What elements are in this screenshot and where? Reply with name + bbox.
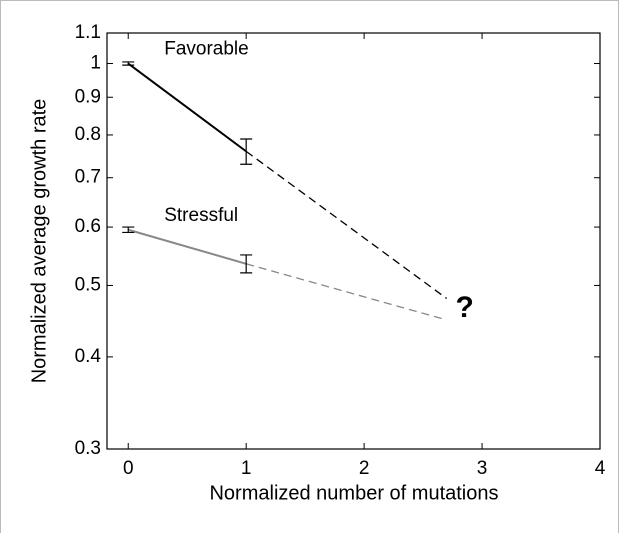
error-bar [240, 138, 253, 165]
y-tick-label: 0.4 [75, 346, 102, 367]
series-line [127, 228, 247, 265]
series-label: Favorable [164, 39, 249, 60]
x-tick-label: 1 [241, 458, 252, 479]
series-label: Stressful [164, 205, 238, 226]
error-bar [122, 61, 135, 66]
projection-line [245, 263, 447, 321]
y-axis-label: Normalized average growth rate [28, 99, 50, 384]
y-tick-label: 0.7 [75, 167, 101, 188]
error-bar [122, 226, 135, 234]
y-tick-label: 0.5 [75, 274, 101, 295]
y-tick-label: 1 [90, 53, 101, 74]
plot-frame [106, 32, 601, 450]
x-tick-label: 3 [477, 458, 488, 479]
y-tick-label: 0.3 [75, 438, 101, 459]
annotation: ? [456, 291, 474, 324]
x-tick-label: 0 [123, 458, 134, 479]
x-axis-label: Normalized number of mutations [209, 482, 498, 504]
series-line [127, 62, 247, 153]
y-tick-label: 0.9 [75, 86, 101, 107]
x-tick-label: 2 [359, 458, 370, 479]
x-tick-label: 4 [595, 458, 606, 479]
y-tick-label: 0.6 [75, 216, 101, 237]
projection-line [245, 150, 448, 300]
y-tick-label: 0.8 [75, 124, 101, 145]
error-bar [240, 254, 253, 274]
y-tick-label: 1.1 [75, 22, 101, 43]
